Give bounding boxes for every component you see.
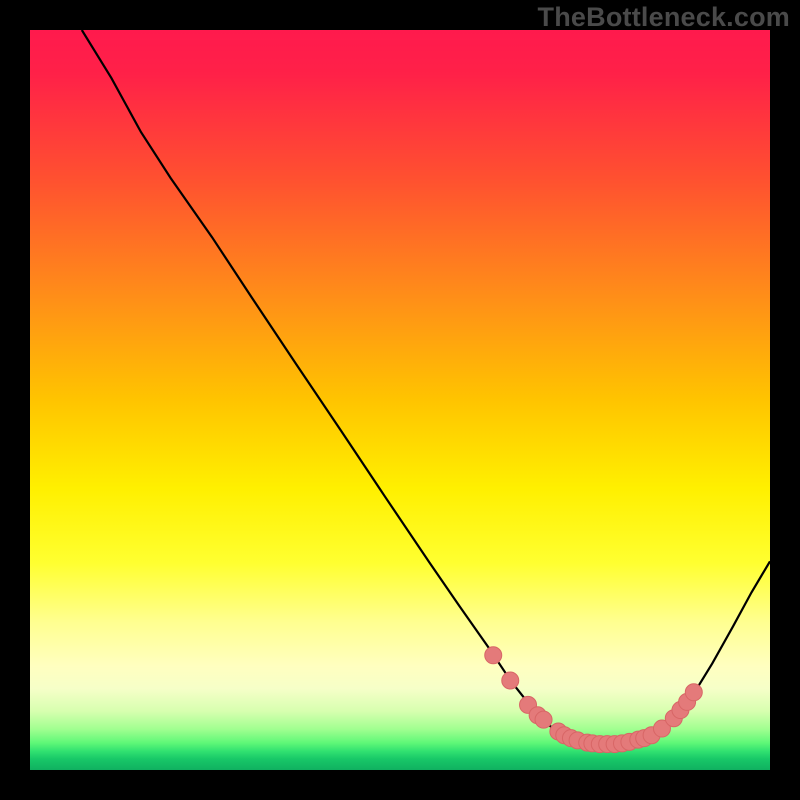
gradient-background xyxy=(30,30,770,770)
curve-marker xyxy=(535,711,552,728)
watermark-label: TheBottleneck.com xyxy=(538,2,790,33)
chart-frame: TheBottleneck.com xyxy=(0,0,800,800)
curve-marker xyxy=(485,647,502,664)
bottleneck-chart xyxy=(30,30,770,770)
curve-marker xyxy=(685,684,702,701)
curve-marker xyxy=(502,672,519,689)
